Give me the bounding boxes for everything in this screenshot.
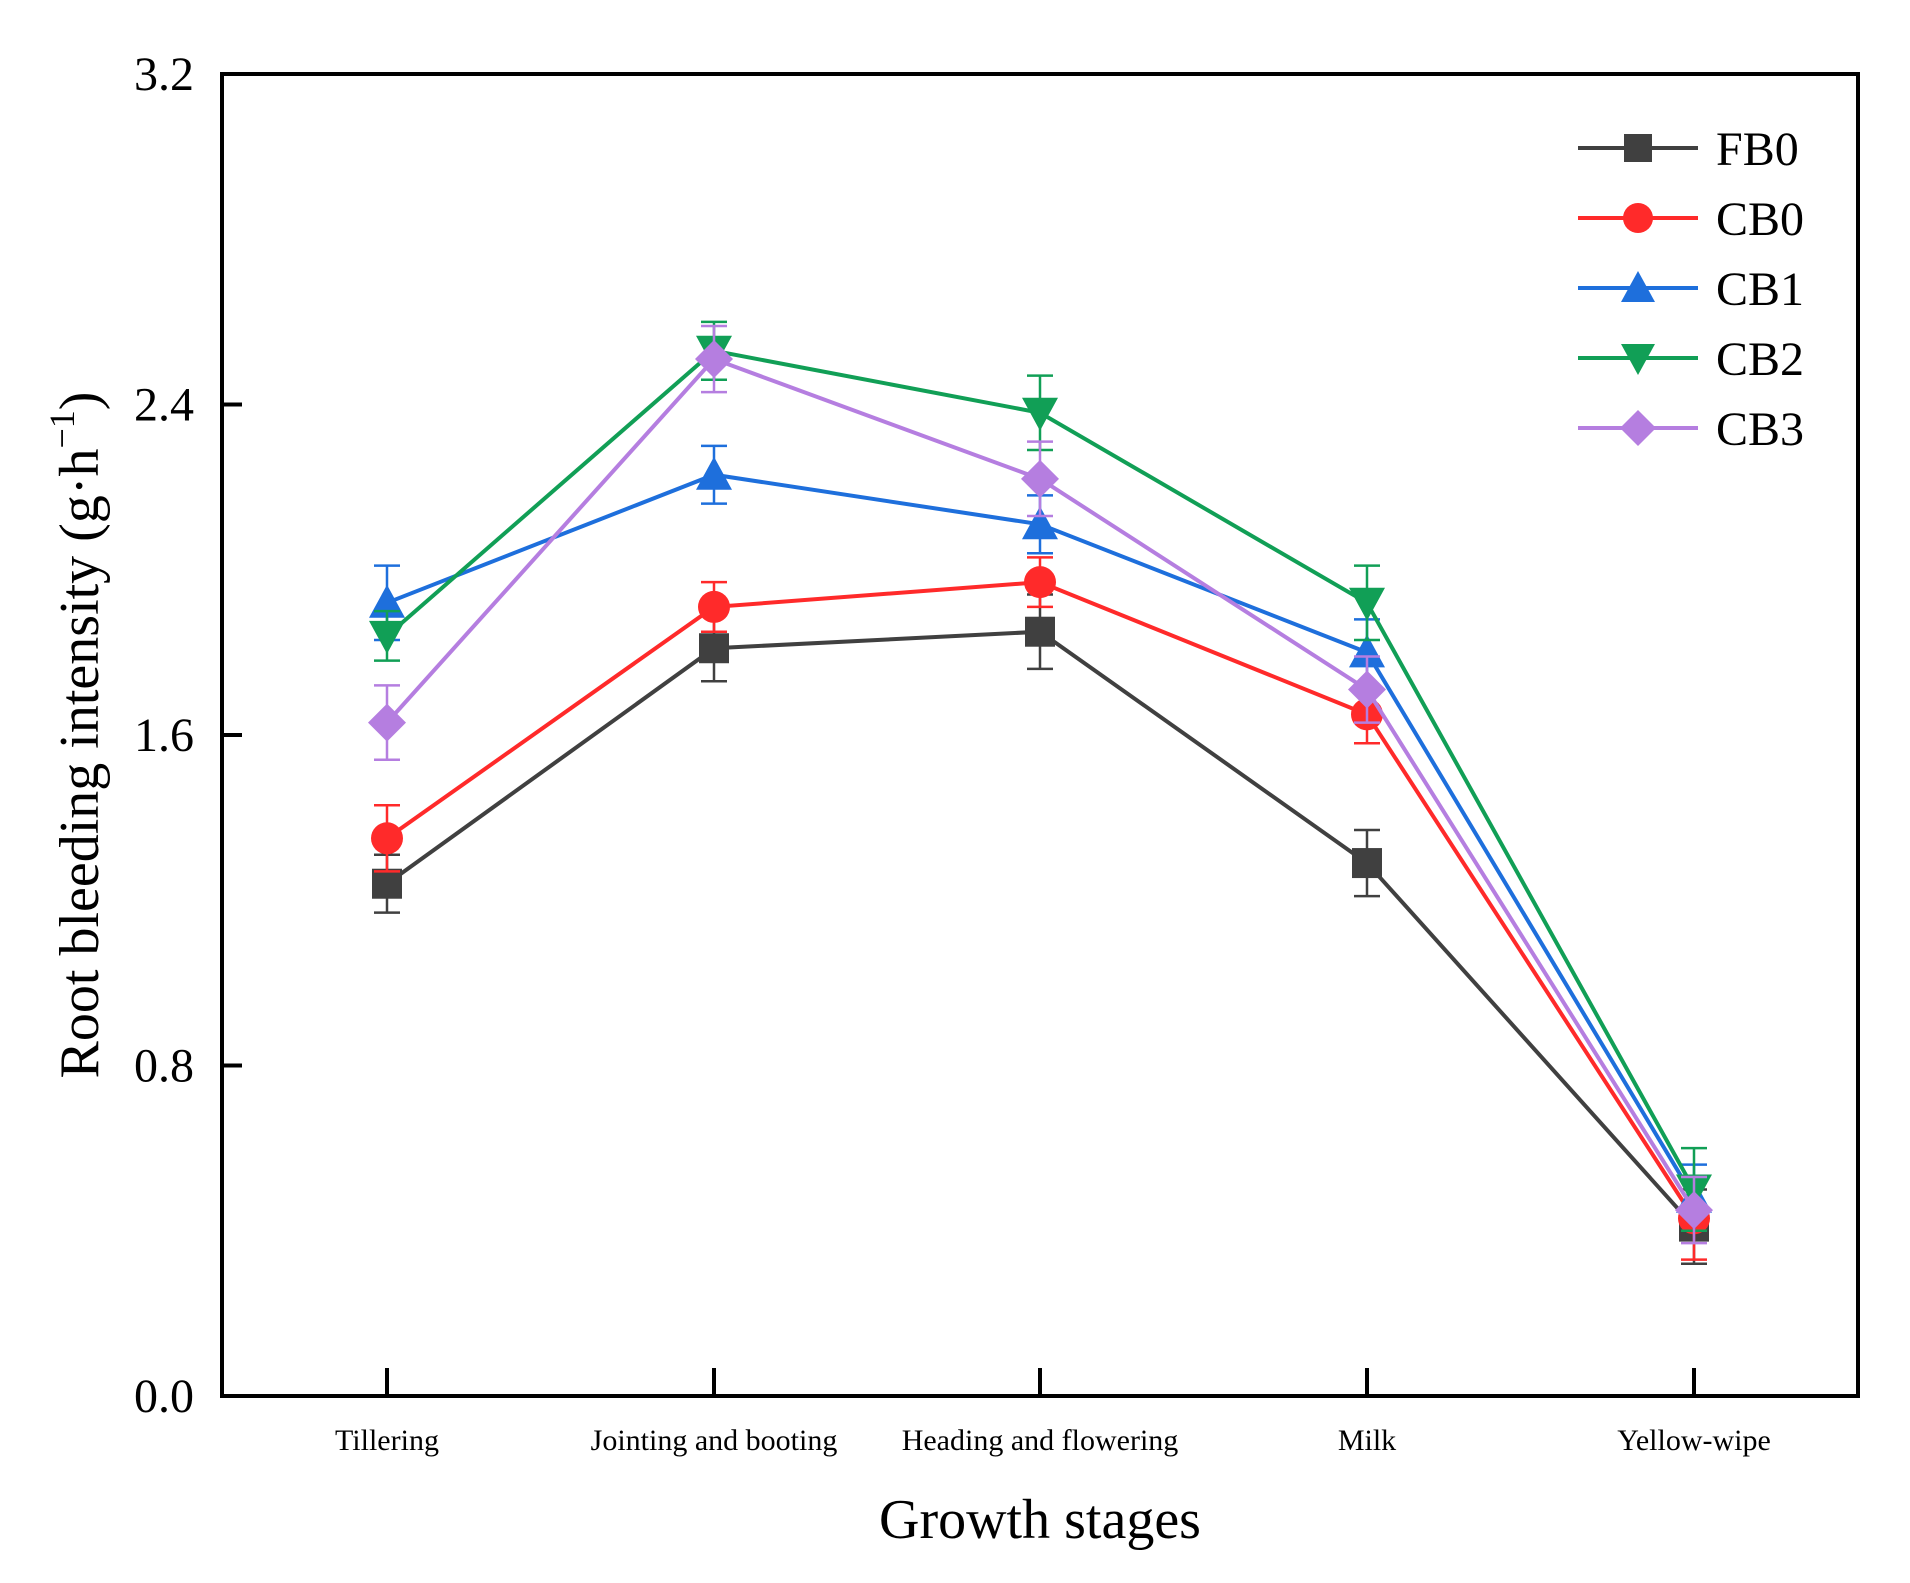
triangle-down-marker <box>369 620 405 654</box>
legend-item-cb2: CB2 <box>1578 333 1804 386</box>
circle-marker <box>1623 203 1653 233</box>
legend-item-cb0: CB0 <box>1578 193 1804 246</box>
square-marker <box>1624 134 1652 162</box>
x-tick-label: Milk <box>1338 1424 1396 1457</box>
y-tick-label: 0.8 <box>134 1040 194 1093</box>
y-tick-label: 3.2 <box>134 48 194 101</box>
series-cb1 <box>369 444 1712 1232</box>
x-tick-label: Tillering <box>335 1424 439 1457</box>
y-tick-label: 1.6 <box>134 709 194 762</box>
triangle-down-marker <box>1349 587 1385 621</box>
series-layer <box>368 320 1713 1266</box>
diamond-marker <box>1675 1191 1713 1230</box>
y-axis-title-main: Root bleeding intensity (g·h <box>49 449 111 1079</box>
legend-label-cb2: CB2 <box>1716 333 1804 386</box>
legend-label-cb3: CB3 <box>1716 403 1804 456</box>
y-axis: 0.0 0.8 1.6 2.4 3.2 <box>134 48 242 1423</box>
x-axis-title: Growth stages <box>879 1489 1201 1551</box>
legend: FB0 CB0 CB1 CB2 CB3 <box>1578 123 1804 456</box>
circle-marker <box>1024 566 1056 599</box>
square-marker <box>1352 848 1382 879</box>
diamond-marker <box>1620 410 1656 446</box>
triangle-up-marker <box>696 456 732 490</box>
square-marker <box>699 633 729 664</box>
series-line-fb0 <box>385 629 1696 1228</box>
legend-item-cb3: CB3 <box>1578 403 1804 456</box>
x-tick-label: Jointing and booting <box>591 1424 838 1457</box>
square-marker <box>1025 616 1055 647</box>
x-axis: Tillering Jointing and booting Heading and… <box>335 1368 1771 1457</box>
legend-label-cb0: CB0 <box>1716 193 1804 246</box>
series-cb2 <box>369 320 1712 1232</box>
triangle-down-marker <box>1022 397 1058 431</box>
triangle-up-marker <box>1621 271 1655 302</box>
legend-item-cb1: CB1 <box>1578 263 1804 316</box>
legend-label-fb0: FB0 <box>1716 123 1799 176</box>
plot-frame <box>220 72 1860 1398</box>
triangle-up-marker <box>1022 506 1058 540</box>
y-axis-title: Root bleeding intensity (g·h−1) <box>42 392 111 1079</box>
legend-label-cb1: CB1 <box>1716 263 1804 316</box>
diamond-marker <box>368 703 406 742</box>
circle-marker <box>698 590 730 623</box>
y-axis-title-close: ) <box>49 392 111 411</box>
series-cb3 <box>368 324 1713 1245</box>
diamond-marker <box>1348 670 1386 709</box>
circle-marker <box>371 822 403 855</box>
x-tick-label: Heading and flowering <box>902 1424 1179 1457</box>
diamond-marker <box>695 340 733 379</box>
diamond-marker <box>1021 459 1059 498</box>
x-tick-label: Yellow-wipe <box>1617 1424 1771 1457</box>
y-tick-label: 2.4 <box>134 379 194 432</box>
triangle-up-marker <box>369 584 405 618</box>
triangle-down-marker <box>1621 344 1655 375</box>
square-marker <box>372 868 402 899</box>
legend-item-fb0: FB0 <box>1578 123 1799 176</box>
y-tick-label: 0.0 <box>134 1370 194 1423</box>
triangle-up-marker <box>1349 634 1385 668</box>
y-axis-title-superscript: −1 <box>42 410 82 448</box>
